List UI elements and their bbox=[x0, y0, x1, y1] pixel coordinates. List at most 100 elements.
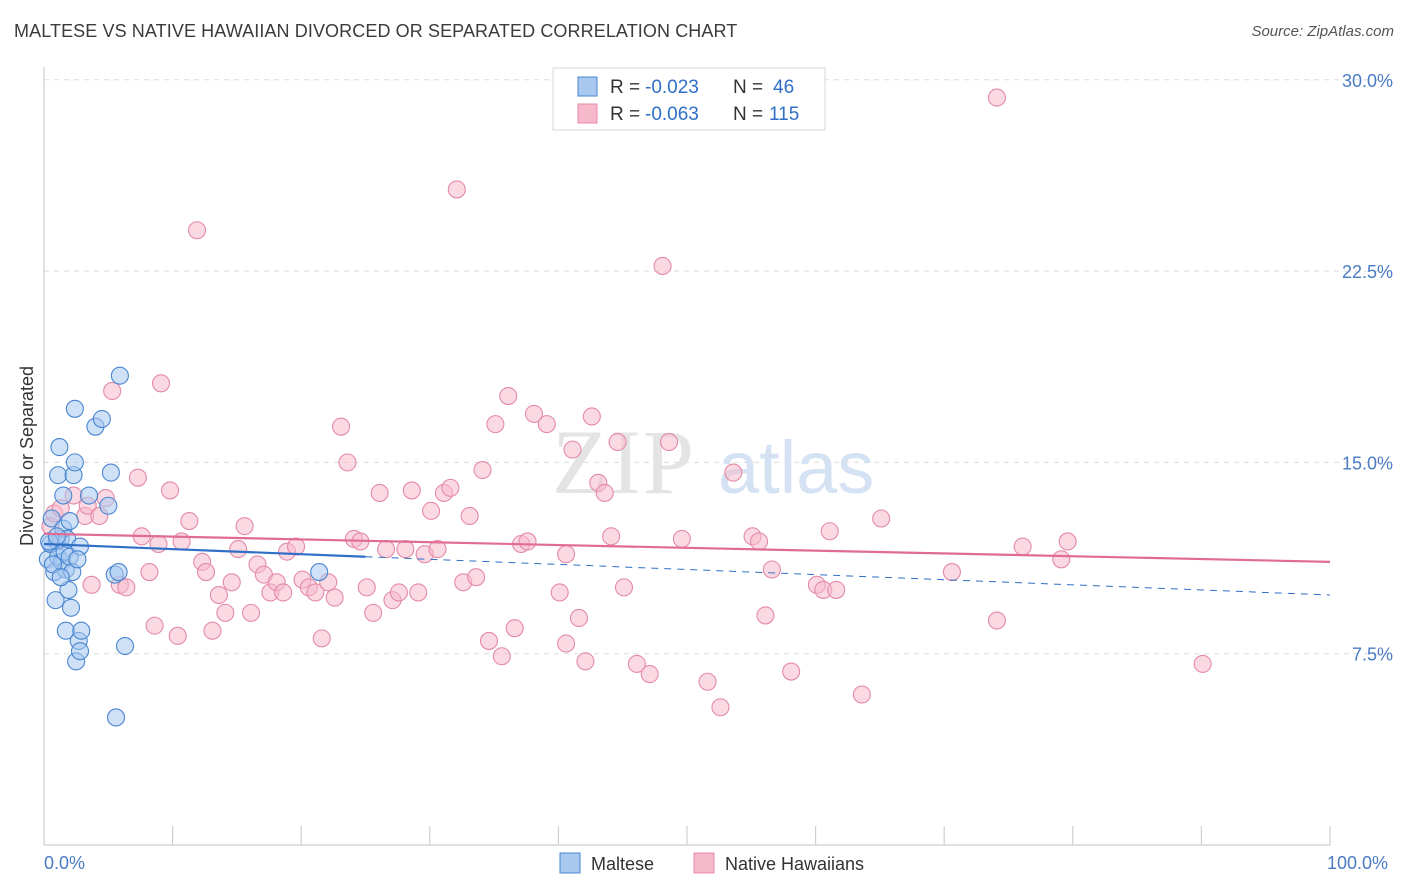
maltese-point bbox=[54, 486, 73, 505]
hawaiian-point bbox=[987, 611, 1006, 630]
hawaiian-point bbox=[711, 698, 730, 717]
hawaiian-point bbox=[614, 578, 634, 597]
hawaiian-point bbox=[409, 583, 428, 602]
hawaiian-point bbox=[447, 180, 466, 199]
hawaiian-point bbox=[389, 583, 408, 602]
hawaiian-point bbox=[852, 685, 871, 704]
legend-r-label-maltese: R = bbox=[610, 77, 640, 98]
hawaiian-point bbox=[117, 578, 136, 597]
hawaiian-point bbox=[145, 616, 164, 635]
chart-title: MALTESE VS NATIVE HAWAIIAN DIVORCED OR S… bbox=[14, 21, 738, 41]
hawaiian-point bbox=[602, 527, 621, 546]
legend-r-label-hawaiians: R = bbox=[610, 104, 640, 125]
y-axis-title: Divorced or Separated bbox=[17, 366, 37, 546]
hawaiian-point bbox=[537, 415, 556, 434]
hawaiian-point bbox=[557, 634, 576, 653]
hawaiian-point bbox=[653, 256, 672, 276]
hawaiian-point bbox=[749, 532, 769, 551]
hawaiian-point bbox=[762, 560, 781, 579]
hawaiian-point bbox=[103, 381, 122, 401]
maltese-point bbox=[49, 466, 68, 485]
hawaiian-point bbox=[332, 417, 351, 436]
hawaiian-point bbox=[151, 374, 171, 393]
bottom-legend-label-maltese: Maltese bbox=[591, 854, 654, 874]
hawaiian-point bbox=[872, 509, 891, 528]
x-tick-label-min: 0.0% bbox=[44, 853, 85, 873]
hawaiian-point bbox=[782, 662, 801, 681]
maltese-point bbox=[61, 598, 81, 617]
hawaiian-point bbox=[550, 583, 569, 602]
y-tick-label: 22.5% bbox=[1342, 262, 1393, 282]
maltese-point bbox=[51, 568, 70, 587]
hawaiian-point bbox=[149, 534, 168, 554]
hawaiian-point bbox=[325, 588, 344, 607]
hawaiian-point bbox=[756, 606, 775, 625]
x-tick-label-max: 100.0% bbox=[1327, 853, 1388, 873]
hawaiian-point bbox=[441, 478, 460, 497]
legend-n-value-maltese: 46 bbox=[773, 77, 794, 98]
y-tick-labels: 7.5% 15.0% 22.5% 30.0% bbox=[1342, 71, 1393, 665]
hawaiian-point bbox=[827, 580, 846, 599]
hawaiian-point bbox=[1058, 532, 1077, 551]
trend-lines bbox=[43, 532, 1331, 596]
hawaiian-point bbox=[1013, 537, 1032, 556]
legend-n-label-hawaiians: N = bbox=[733, 104, 763, 125]
legend-box bbox=[552, 67, 826, 131]
hawaiian-point bbox=[524, 404, 544, 423]
hawaiian-point bbox=[460, 506, 479, 525]
bottom-legend-swatch-hawaiians bbox=[693, 852, 715, 874]
legend-swatch-maltese bbox=[577, 76, 598, 97]
maltese-point bbox=[60, 511, 79, 531]
hawaiian-point bbox=[942, 563, 961, 582]
hawaiian-point bbox=[196, 563, 216, 582]
hawaiian-point bbox=[172, 532, 191, 551]
hawaiian-trend-line bbox=[43, 532, 1331, 563]
source-attribution: Source: ZipAtlas.com bbox=[1251, 23, 1394, 40]
hawaiian-point bbox=[357, 578, 376, 597]
hawaiian-point bbox=[140, 563, 159, 582]
hawaiian-point bbox=[168, 626, 187, 645]
series-legend: Maltese Native Hawaiians bbox=[559, 852, 864, 874]
hawaiian-point bbox=[370, 483, 389, 503]
maltese-point bbox=[65, 453, 84, 472]
legend-n-label-maltese: N = bbox=[733, 77, 763, 98]
watermark-zip: ZIP bbox=[552, 411, 696, 513]
legend-r-value-maltese: -0.023 bbox=[645, 77, 699, 98]
hawaiian-point bbox=[608, 432, 627, 452]
legend-r-value-hawaiians: -0.063 bbox=[645, 104, 699, 125]
maltese-point bbox=[50, 438, 69, 457]
y-tick-label: 30.0% bbox=[1342, 71, 1393, 91]
gridlines bbox=[44, 79, 1392, 655]
hawaiian-point bbox=[1052, 550, 1071, 569]
hawaiian-point bbox=[82, 575, 101, 594]
y-tick-label: 15.0% bbox=[1342, 453, 1393, 473]
legend-n-value-hawaiians: 115 bbox=[769, 104, 799, 125]
hawaiian-point bbox=[659, 432, 679, 452]
maltese-point bbox=[79, 486, 99, 505]
hawaiian-point bbox=[518, 532, 537, 551]
hawaiian-point bbox=[557, 545, 576, 564]
maltese-point bbox=[70, 642, 90, 661]
hawaiian-point bbox=[486, 415, 505, 434]
hawaiian-point bbox=[216, 603, 235, 622]
bottom-legend-label-hawaiians: Native Hawaiians bbox=[725, 854, 864, 874]
maltese-point bbox=[115, 636, 135, 656]
maltese-point bbox=[110, 366, 129, 385]
hawaiian-point bbox=[160, 481, 180, 500]
hawaiian-point bbox=[187, 221, 207, 240]
hawaiian-point bbox=[180, 511, 199, 531]
hawaiian-point bbox=[473, 460, 492, 480]
maltese-point bbox=[106, 708, 126, 727]
hawaiian-point bbox=[1193, 654, 1212, 673]
hawaiian-point bbox=[698, 672, 717, 691]
hawaiian-point bbox=[563, 440, 582, 459]
maltese-point bbox=[99, 496, 118, 515]
maltese-point bbox=[47, 527, 66, 546]
maltese-point bbox=[101, 463, 120, 482]
hawaiian-point bbox=[422, 501, 441, 520]
maltese-point bbox=[42, 509, 61, 528]
hawaiian-point bbox=[428, 540, 447, 559]
hawaiian-point bbox=[209, 585, 228, 605]
hawaiian-point bbox=[241, 603, 261, 622]
